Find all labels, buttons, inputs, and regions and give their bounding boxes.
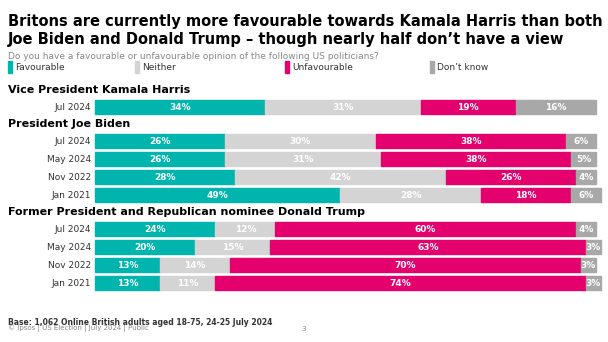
Bar [95, 152, 225, 166]
Bar [381, 152, 571, 166]
Text: 3: 3 [302, 326, 306, 332]
Text: © Ipsos | US Election | July 2024 | Public: © Ipsos | US Election | July 2024 | Publ… [8, 324, 149, 332]
Bar [225, 134, 376, 148]
Text: Jul 2024: Jul 2024 [55, 103, 91, 111]
Bar [576, 170, 596, 184]
Bar [586, 276, 601, 290]
Text: Jul 2024: Jul 2024 [55, 136, 91, 145]
Text: Jan 2021: Jan 2021 [52, 190, 91, 199]
Text: May 2024: May 2024 [47, 155, 91, 163]
Bar [95, 100, 265, 114]
Bar [235, 170, 446, 184]
Text: Unfavourable: Unfavourable [292, 63, 353, 71]
Bar [95, 276, 160, 290]
Bar [571, 152, 596, 166]
Text: 18%: 18% [515, 190, 537, 199]
Text: 3%: 3% [581, 261, 596, 269]
Text: May 2024: May 2024 [47, 242, 91, 251]
Bar [95, 222, 215, 236]
Text: Base: 1,062 Online British adults aged 18-75, 24-25 July 2024: Base: 1,062 Online British adults aged 1… [8, 318, 272, 327]
Text: 31%: 31% [332, 103, 354, 111]
Text: 31%: 31% [292, 155, 314, 163]
Bar [230, 258, 581, 272]
Bar [265, 100, 421, 114]
Text: 19%: 19% [457, 103, 479, 111]
Text: 16%: 16% [545, 103, 567, 111]
Bar [271, 240, 586, 254]
Bar [421, 100, 516, 114]
Bar [195, 240, 271, 254]
Bar [95, 170, 235, 184]
Bar [135, 61, 139, 73]
Text: 28%: 28% [154, 172, 176, 182]
Text: Ipsos: Ipsos [543, 318, 576, 328]
Bar [576, 222, 596, 236]
Text: 34%: 34% [170, 103, 191, 111]
Text: 3%: 3% [586, 278, 601, 288]
Text: Don’t know: Don’t know [437, 63, 488, 71]
Bar [285, 61, 289, 73]
Bar [586, 240, 601, 254]
Bar [160, 258, 230, 272]
Text: 26%: 26% [150, 136, 171, 145]
Text: Nov 2022: Nov 2022 [48, 261, 91, 269]
Bar [581, 258, 596, 272]
Text: Nov 2022: Nov 2022 [48, 172, 91, 182]
Text: 24%: 24% [144, 224, 166, 234]
Text: 26%: 26% [150, 155, 171, 163]
Text: 70%: 70% [395, 261, 416, 269]
Text: 26%: 26% [500, 172, 522, 182]
Bar [95, 134, 225, 148]
Bar [215, 222, 275, 236]
Text: 74%: 74% [390, 278, 412, 288]
Text: Vice President Kamala Harris: Vice President Kamala Harris [8, 85, 190, 95]
Text: 4%: 4% [578, 224, 593, 234]
Text: Jan 2021: Jan 2021 [52, 278, 91, 288]
Bar [95, 258, 160, 272]
Bar [215, 276, 586, 290]
Text: 3%: 3% [586, 242, 601, 251]
Bar [95, 240, 195, 254]
Bar [430, 61, 434, 73]
Bar [340, 188, 481, 202]
Text: Favourable: Favourable [15, 63, 64, 71]
Bar [516, 100, 596, 114]
Bar [571, 188, 601, 202]
Text: Jul 2024: Jul 2024 [55, 224, 91, 234]
Bar [225, 152, 381, 166]
Bar [160, 276, 215, 290]
Bar [446, 170, 576, 184]
Text: Do you have a favourable or unfavourable opinion of the following US politicians: Do you have a favourable or unfavourable… [8, 52, 379, 61]
Text: 14%: 14% [184, 261, 206, 269]
Text: 38%: 38% [465, 155, 486, 163]
Text: 4%: 4% [578, 172, 593, 182]
Text: 15%: 15% [222, 242, 244, 251]
Text: Joe Biden and Donald Trump – though nearly half don’t have a view: Joe Biden and Donald Trump – though near… [8, 32, 564, 47]
Text: Britons are currently more favourable towards Kamala Harris than both: Britons are currently more favourable to… [8, 14, 603, 29]
Text: 28%: 28% [400, 190, 421, 199]
Text: 13%: 13% [117, 261, 138, 269]
Bar [275, 222, 576, 236]
Bar [566, 134, 596, 148]
Text: Neither: Neither [142, 63, 176, 71]
Text: 63%: 63% [418, 242, 439, 251]
Text: 60%: 60% [415, 224, 437, 234]
Text: 13%: 13% [117, 278, 138, 288]
Text: 11%: 11% [177, 278, 198, 288]
Text: President Joe Biden: President Joe Biden [8, 119, 130, 129]
Text: 20%: 20% [134, 242, 156, 251]
Text: 30%: 30% [290, 136, 311, 145]
Text: 6%: 6% [573, 136, 589, 145]
Bar [8, 61, 12, 73]
Text: 12%: 12% [235, 224, 256, 234]
Text: Former President and Republican nominee Donald Trump: Former President and Republican nominee … [8, 207, 365, 217]
Text: 5%: 5% [576, 155, 591, 163]
Text: 42%: 42% [330, 172, 351, 182]
Bar [481, 188, 571, 202]
Bar [376, 134, 566, 148]
Text: 49%: 49% [207, 190, 229, 199]
Text: 38%: 38% [460, 136, 482, 145]
Text: 6%: 6% [578, 190, 593, 199]
Bar [95, 188, 340, 202]
